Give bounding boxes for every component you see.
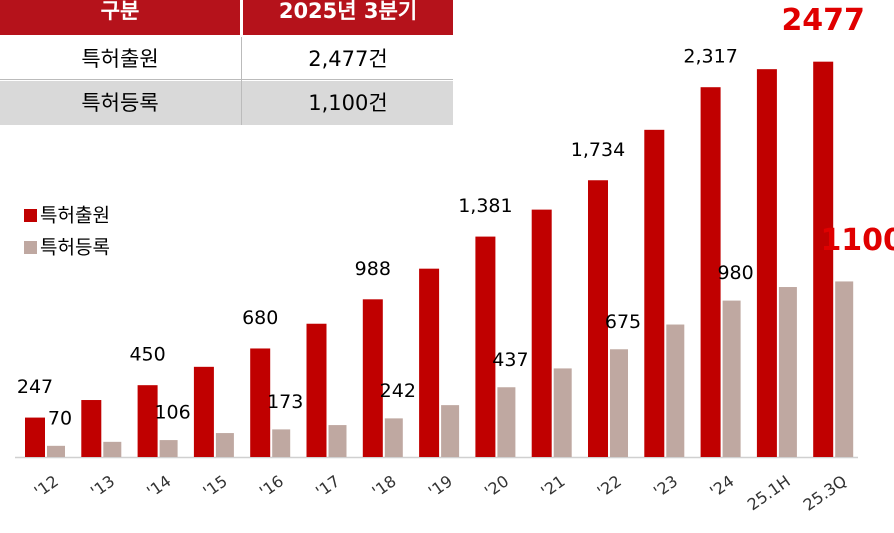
bar bbox=[531, 209, 552, 457]
table-cell: 특허등록 bbox=[81, 91, 158, 115]
x-tick-label: '17 bbox=[312, 471, 343, 501]
table-cell: 특허출원 bbox=[81, 47, 158, 71]
x-tick-label: 25.3Q bbox=[800, 471, 850, 514]
data-label: 247 bbox=[17, 376, 53, 398]
bar bbox=[553, 368, 572, 457]
bar bbox=[137, 385, 158, 457]
table-header: 구분 bbox=[101, 0, 140, 23]
bar bbox=[835, 281, 854, 457]
x-tick-label: '14 bbox=[143, 471, 174, 501]
data-label: 242 bbox=[380, 380, 416, 402]
data-label: 2,317 bbox=[683, 46, 737, 68]
x-tick-label: '22 bbox=[594, 471, 625, 501]
data-label: 1,734 bbox=[571, 139, 625, 161]
bar bbox=[722, 300, 741, 457]
bar bbox=[475, 236, 496, 457]
x-tick-label: '15 bbox=[200, 471, 231, 501]
data-label: 70 bbox=[48, 407, 72, 429]
x-tick-label: 25.1H bbox=[744, 471, 794, 514]
bar bbox=[666, 324, 685, 457]
bar bbox=[306, 323, 327, 457]
bar bbox=[588, 180, 608, 457]
legend-label: 특허등록 bbox=[40, 237, 110, 259]
bar bbox=[644, 129, 665, 457]
data-label: 675 bbox=[605, 311, 641, 333]
bar bbox=[610, 349, 628, 457]
bar bbox=[25, 417, 45, 457]
bar bbox=[778, 287, 797, 457]
x-tick-label: '23 bbox=[650, 471, 681, 501]
legend-label: 특허출원 bbox=[40, 205, 110, 227]
bar bbox=[700, 87, 721, 458]
data-label: 1,381 bbox=[458, 195, 512, 217]
x-tick-label: '18 bbox=[368, 471, 399, 501]
data-label: 450 bbox=[129, 344, 165, 366]
data-label: 106 bbox=[154, 402, 190, 424]
x-tick-label: '21 bbox=[537, 471, 568, 501]
legend-swatch bbox=[24, 241, 37, 254]
bar bbox=[159, 440, 178, 457]
bar bbox=[81, 400, 102, 457]
bar bbox=[813, 61, 834, 457]
x-tick-label: '16 bbox=[256, 471, 287, 501]
bar bbox=[497, 387, 516, 457]
table-cell: 2,477건 bbox=[308, 47, 387, 71]
x-tick-label: '20 bbox=[481, 471, 512, 501]
bar bbox=[272, 429, 291, 457]
bar bbox=[441, 405, 460, 457]
highlight-label: 1100 bbox=[820, 223, 894, 258]
x-tick-label: '13 bbox=[87, 471, 118, 501]
bar bbox=[103, 441, 122, 457]
data-label: 680 bbox=[242, 307, 278, 329]
highlight-label: 2477 bbox=[781, 3, 865, 38]
x-tick-label: '24 bbox=[706, 471, 737, 501]
table-header-cell bbox=[0, 0, 240, 35]
table-row bbox=[0, 37, 453, 79]
bar bbox=[215, 433, 234, 457]
table-header-cell bbox=[243, 0, 453, 35]
data-label: 173 bbox=[267, 391, 303, 413]
bar bbox=[328, 425, 347, 457]
table-row bbox=[0, 81, 453, 125]
bar bbox=[250, 348, 271, 457]
bar bbox=[47, 445, 65, 457]
bar bbox=[384, 418, 403, 457]
data-label: 980 bbox=[717, 262, 753, 284]
x-tick-label: '19 bbox=[425, 471, 456, 501]
legend-swatch bbox=[24, 209, 37, 222]
bar bbox=[362, 299, 383, 457]
data-label: 988 bbox=[355, 258, 391, 280]
bar bbox=[756, 69, 777, 457]
data-label: 437 bbox=[492, 349, 528, 371]
x-tick-label: '12 bbox=[31, 471, 62, 501]
bar bbox=[193, 366, 214, 457]
table-cell: 1,100건 bbox=[308, 91, 387, 115]
bar bbox=[419, 268, 440, 457]
table-header: 2025년 3분기 bbox=[279, 0, 417, 23]
